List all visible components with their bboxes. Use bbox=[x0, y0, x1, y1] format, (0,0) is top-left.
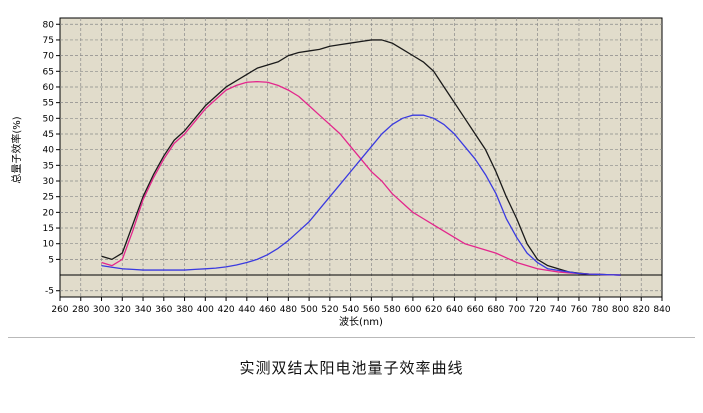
x-tick-label: 620 bbox=[425, 305, 442, 315]
x-tick-label: 540 bbox=[342, 305, 359, 315]
x-tick-label: 400 bbox=[197, 305, 214, 315]
x-axis-title: 波长(nm) bbox=[339, 315, 383, 328]
y-tick-label: 75 bbox=[43, 36, 54, 46]
y-axis-title: 总量子效率(%) bbox=[10, 116, 23, 183]
x-tick-label: 520 bbox=[321, 305, 338, 315]
x-tick-label: 320 bbox=[114, 305, 131, 315]
y-tick-label: 70 bbox=[43, 52, 55, 62]
x-tick-label: 680 bbox=[487, 305, 504, 315]
y-tick-label: 40 bbox=[43, 146, 55, 156]
x-tick-label: 500 bbox=[301, 305, 318, 315]
series-group bbox=[101, 39, 621, 276]
x-tick-label: 440 bbox=[238, 305, 255, 315]
x-tick-label: 640 bbox=[446, 305, 463, 315]
y-tick-label: 35 bbox=[43, 161, 54, 171]
x-tick-label: 800 bbox=[612, 305, 629, 315]
y-tick-label: -5 bbox=[45, 287, 54, 297]
x-tick-label: 820 bbox=[633, 305, 650, 315]
y-tick-label: 10 bbox=[43, 240, 55, 250]
x-tick-label: 300 bbox=[93, 305, 110, 315]
x-tick-label: 840 bbox=[653, 305, 670, 315]
plot-area bbox=[59, 17, 663, 298]
x-tick-labels: 260 280 300 320 340 360 380 400 420 440 460 480 500 5… bbox=[51, 305, 670, 315]
x-tick-label: 780 bbox=[591, 305, 608, 315]
figure-caption: 实测双结太阳电池量子效率曲线 bbox=[239, 359, 464, 377]
x-tick-label: 740 bbox=[550, 305, 567, 315]
x-tick-label: 600 bbox=[404, 305, 421, 315]
x-tick-label: 580 bbox=[384, 305, 401, 315]
y-tick-label: 80 bbox=[43, 20, 55, 30]
x-tick-label: 460 bbox=[259, 305, 276, 315]
x-tick-label: 260 bbox=[51, 305, 68, 315]
y-tick-label: 50 bbox=[43, 114, 55, 124]
x-tick-label: 760 bbox=[570, 305, 587, 315]
x-tick-label: 360 bbox=[155, 305, 172, 315]
x-tick-label: 420 bbox=[217, 305, 234, 315]
x-tick-label: 660 bbox=[467, 305, 484, 315]
grid bbox=[56, 18, 663, 301]
y-tick-label: 30 bbox=[43, 177, 55, 187]
x-tick-label: 480 bbox=[280, 305, 297, 315]
x-tick-label: 560 bbox=[363, 305, 380, 315]
x-tick-label: 280 bbox=[72, 305, 89, 315]
y-tick-label: 60 bbox=[43, 83, 55, 93]
y-tick-label: 65 bbox=[43, 67, 54, 77]
x-tick-label: 720 bbox=[529, 305, 546, 315]
y-tick-label: 45 bbox=[43, 130, 54, 140]
qe-chart: 260 280 300 320 340 360 380 400 420 440 460 480 500 5… bbox=[10, 17, 671, 328]
y-tick-label: 15 bbox=[43, 224, 54, 234]
y-tick-label: 20 bbox=[43, 208, 55, 218]
y-tick-labels: -5 5 10 15 20 25 30 35 40 45 50 55 60 65 70 75 80 bbox=[43, 20, 55, 296]
x-tick-label: 700 bbox=[508, 305, 525, 315]
divider bbox=[8, 337, 695, 338]
y-tick-label: 25 bbox=[43, 193, 54, 203]
series-line-1 bbox=[101, 39, 621, 276]
y-tick-label: 5 bbox=[48, 255, 54, 265]
y-tick-label: 55 bbox=[43, 99, 54, 109]
x-tick-label: 380 bbox=[176, 305, 193, 315]
x-tick-label: 340 bbox=[134, 305, 151, 315]
series-line-3 bbox=[101, 114, 621, 276]
